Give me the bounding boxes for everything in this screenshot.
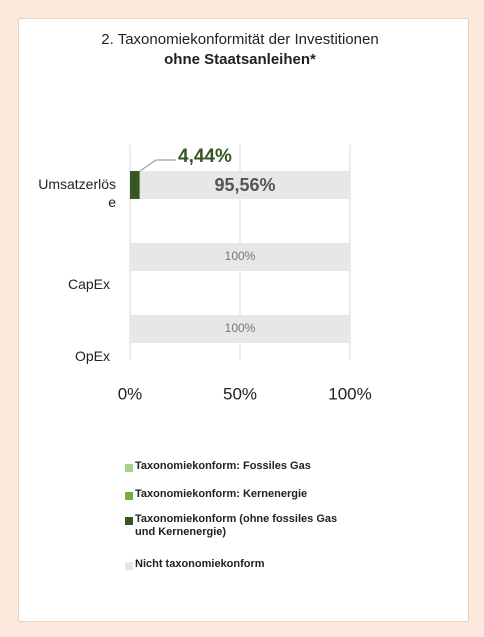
value-label: 100% bbox=[225, 249, 256, 263]
legend-swatch bbox=[125, 562, 133, 570]
value-label: 4,44% bbox=[178, 146, 232, 167]
bar-segment bbox=[130, 243, 350, 271]
value-label: 95,56% bbox=[214, 175, 275, 195]
x-tick-label: 50% bbox=[223, 384, 257, 403]
legend-label: Taxonomiekonform: Kernenergie bbox=[135, 488, 308, 500]
value-label: 100% bbox=[225, 321, 256, 335]
legend-swatch bbox=[125, 464, 133, 472]
chart-subtitle: ohne Staatsanleihen* bbox=[164, 51, 316, 68]
chart-title: 2. Taxonomiekonformität der Investitione… bbox=[101, 31, 378, 48]
x-tick-label: 0% bbox=[118, 384, 143, 403]
y-tick-label: CapEx bbox=[67, 276, 110, 292]
legend-label: Taxonomiekonform (ohne fossiles Gas und … bbox=[135, 513, 338, 538]
x-tick-label: 100% bbox=[328, 384, 371, 403]
bar-segment bbox=[130, 171, 140, 199]
leader-line bbox=[139, 159, 176, 172]
legend-swatch bbox=[125, 517, 133, 525]
bar-segment bbox=[130, 315, 350, 343]
legend-label: Taxonomiekonform: Fossiles Gas bbox=[135, 460, 311, 472]
legend-label: Nicht taxonomiekonform bbox=[135, 558, 265, 570]
bar-segment bbox=[139, 171, 350, 199]
legend-swatch bbox=[125, 492, 133, 500]
y-tick-label: OpEx bbox=[74, 348, 110, 364]
y-tick-label: Umsatzerlöse bbox=[38, 176, 116, 210]
